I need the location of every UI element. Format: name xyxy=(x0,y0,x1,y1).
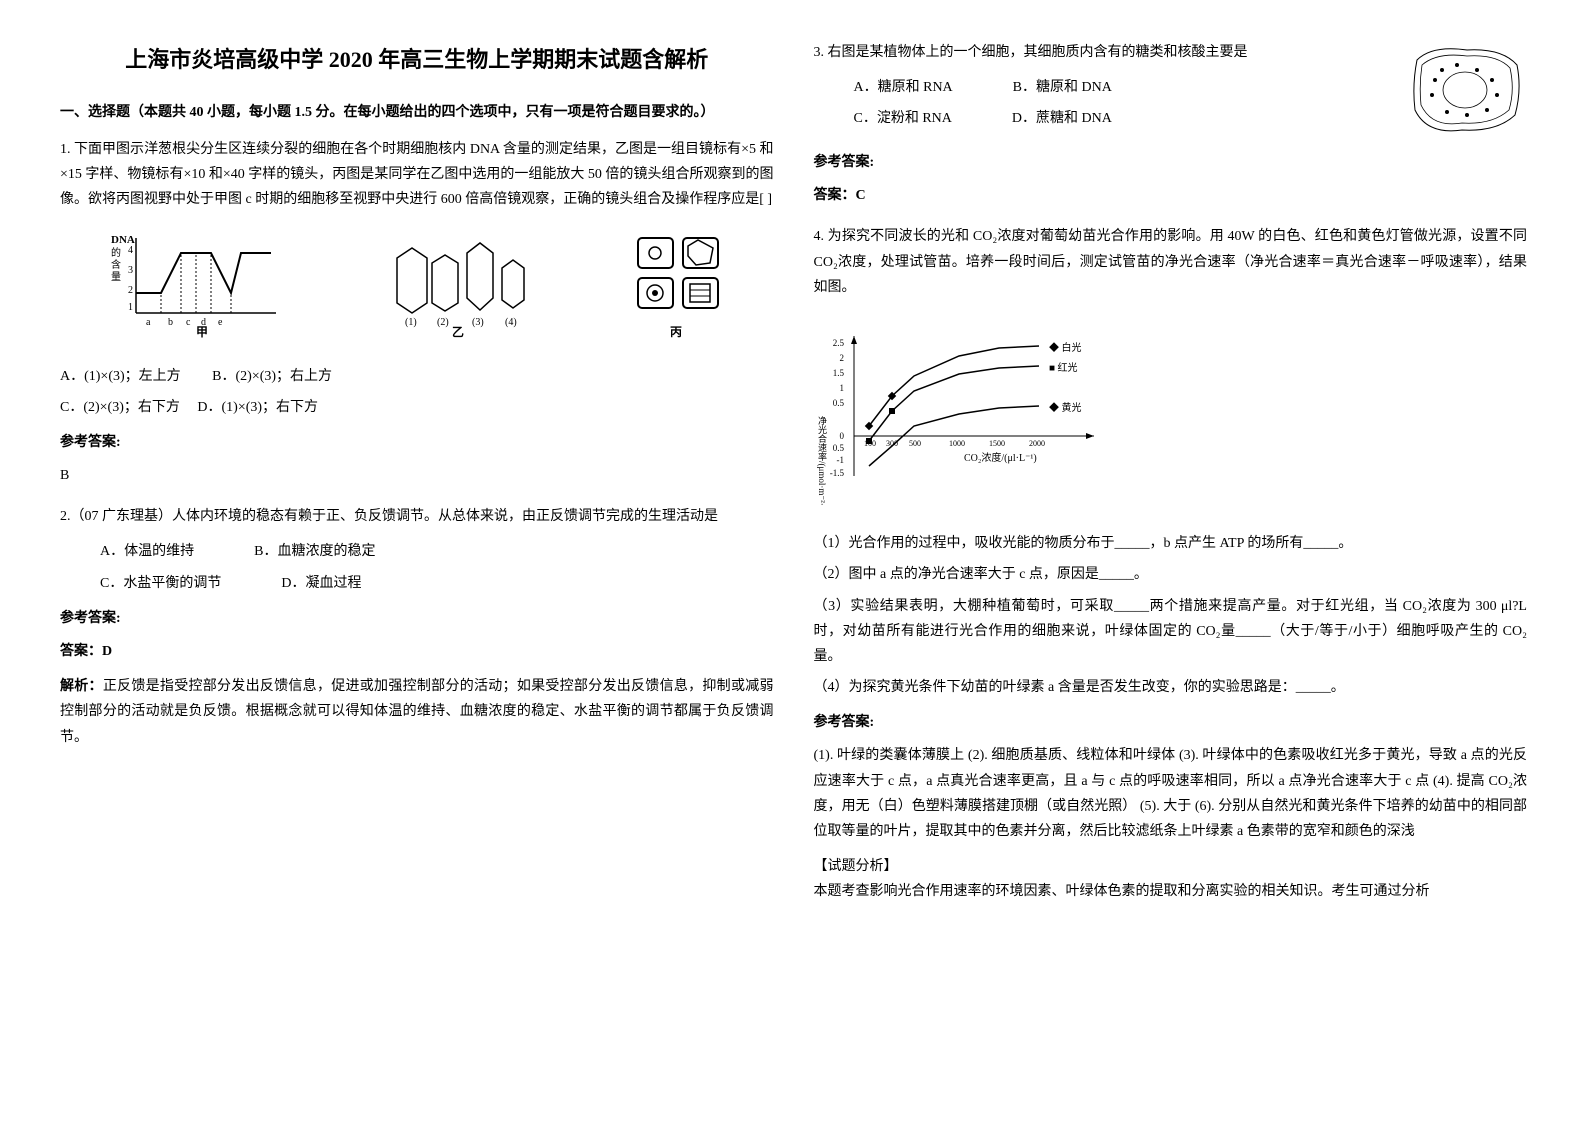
q3-answer: 答案：C xyxy=(814,183,1528,208)
q3-answer-prefix: 答案： xyxy=(814,188,856,203)
svg-text:c: c xyxy=(186,317,191,328)
svg-text:(2): (2) xyxy=(437,317,449,328)
q2-opt-c: C．水盐平衡的调节 xyxy=(100,571,221,596)
q1-answer: B xyxy=(60,463,774,488)
q1-options-cd: C．(2)×(3)；右下方 D．(1)×(3)；右下方 xyxy=(60,395,774,420)
q2-opt-a: A．体温的维持 xyxy=(100,539,194,564)
q3-opt-d: D．蔗糖和 DNA xyxy=(1012,106,1112,131)
svg-text:1: 1 xyxy=(128,302,133,313)
svg-text:-1: -1 xyxy=(836,455,844,465)
q2-text: 2.（07 广东理基）人体内环境的稳态有赖于正、负反馈调节。从总体来说，由正反馈… xyxy=(60,504,774,529)
svg-text:丙: 丙 xyxy=(670,325,682,338)
dna-y-label2: 的 xyxy=(111,246,121,259)
q2-answer-prefix: 答案： xyxy=(60,644,102,659)
page-title: 上海市炎培高级中学 2020 年高三生物上学期期末试题含解析 xyxy=(60,40,774,80)
svg-text:2: 2 xyxy=(128,285,133,296)
q2-explanation: 解析：正反馈是指受控部分发出反馈信息，促进或加强控制部分的活动；如果受控部分发出… xyxy=(60,674,774,750)
microscope-view: 丙 xyxy=(628,228,728,338)
q1-options-ab: A．(1)×(3)；左上方 B．(2)×(3)；右上方 xyxy=(60,364,774,389)
question-3: 3. 右图是某植物体上的一个细胞，其细胞质内含有的糖类和核酸主要是 A．糖原和 … xyxy=(814,40,1528,208)
cell-image xyxy=(1407,40,1527,140)
q2-options-row1: A．体温的维持 B．血糖浓度的稳定 xyxy=(100,539,774,564)
q4-chart: 2.5 2 1.5 1 0.5 0 0.5 -1 -1.5 100 300 50… xyxy=(814,326,1134,506)
svg-text:(4): (4) xyxy=(505,317,517,328)
q1-opt-a: A．(1)×(3)；左上方 xyxy=(60,369,181,384)
svg-text:b: b xyxy=(168,317,173,328)
svg-text:3: 3 xyxy=(128,265,133,276)
q4-analysis: 本题考查影响光合作用速率的环境因素、叶绿体色素的提取和分离实验的相关知识。考生可… xyxy=(814,879,1528,904)
q2-answer-label: 参考答案: xyxy=(60,606,774,631)
section-header: 一、选择题（本题共 40 小题，每小题 1.5 分。在每小题给出的四个选项中，只… xyxy=(60,100,774,125)
q1-text: 1. 下面甲图示洋葱根尖分生区连续分裂的细胞在各个时期细胞核内 DNA 含量的测… xyxy=(60,137,774,213)
q4-sub4: （4）为探究黄光条件下幼苗的叶绿素 a 含量是否发生改变，你的实验思路是：___… xyxy=(814,675,1528,700)
q1-figures: DNA 的 含 量 4 3 2 1 xyxy=(60,228,774,347)
q4-text: 4. 为探究不同波长的光和 CO₂浓度对葡萄幼苗光合作用的影响。用 40W 的白… xyxy=(814,224,1528,300)
q1-opt-b: B．(2)×(3)；右上方 xyxy=(212,369,332,384)
q2-opt-b: B．血糖浓度的稳定 xyxy=(254,539,375,564)
question-4: 4. 为探究不同波长的光和 CO₂浓度对葡萄幼苗光合作用的影响。用 40W 的白… xyxy=(814,224,1528,904)
q3-options-row2: C．淀粉和 RNA D．蔗糖和 DNA xyxy=(854,106,1398,131)
svg-text:1000: 1000 xyxy=(949,439,965,448)
q3-opt-b: B．糖原和 DNA xyxy=(1013,75,1112,100)
dna-chart-container: DNA 的 含 量 4 3 2 1 xyxy=(106,228,286,347)
q4-sub1: （1）光合作用的过程中，吸收光能的物质分布于_____，b 点产生 ATP 的场… xyxy=(814,531,1528,556)
svg-text:2: 2 xyxy=(839,353,844,363)
q2-answer: 答案：D xyxy=(60,639,774,664)
svg-text:甲: 甲 xyxy=(196,325,208,338)
q2-options-row2: C．水盐平衡的调节 D．凝血过程 xyxy=(100,571,774,596)
microscope-view-container: 丙 xyxy=(628,228,728,347)
q2-explain-prefix: 解析： xyxy=(60,679,103,694)
lens-diagram: (1) (2) (3) (4) 乙 xyxy=(377,228,537,338)
svg-text:1: 1 xyxy=(839,383,844,393)
svg-text:◆ 白光: ◆ 白光 xyxy=(1049,341,1082,354)
q3-opt-a: A．糖原和 RNA xyxy=(854,75,953,100)
svg-text:-1.5: -1.5 xyxy=(829,468,844,478)
svg-text:净光合速率/(μmol·m⁻²·s⁻¹): 净光合速率/(μmol·m⁻²·s⁻¹) xyxy=(817,415,827,506)
right-column: 3. 右图是某植物体上的一个细胞，其细胞质内含有的糖类和核酸主要是 A．糖原和 … xyxy=(814,40,1528,921)
svg-text:CO₂浓度/(μl·L⁻¹): CO₂浓度/(μl·L⁻¹) xyxy=(964,451,1037,464)
svg-text:1.5: 1.5 xyxy=(832,368,844,378)
q3-opt-c: C．淀粉和 RNA xyxy=(854,106,952,131)
q3-options-row1: A．糖原和 RNA B．糖原和 DNA xyxy=(854,75,1398,100)
q1-opt-d: D．(1)×(3)；右下方 xyxy=(197,400,318,415)
svg-text:0.5: 0.5 xyxy=(832,398,844,408)
lens-diagram-container: (1) (2) (3) (4) 乙 xyxy=(377,228,537,347)
left-column: 上海市炎培高级中学 2020 年高三生物上学期期末试题含解析 一、选择题（本题共… xyxy=(60,40,774,921)
q3-answer-label: 参考答案: xyxy=(814,150,1528,175)
svg-text:■ 红光: ■ 红光 xyxy=(1049,361,1078,374)
q2-opt-d: D．凝血过程 xyxy=(281,571,361,596)
q4-answer-label: 参考答案: xyxy=(814,710,1528,735)
svg-text:(3): (3) xyxy=(472,317,484,328)
q4-analysis-head: 【试题分析】 xyxy=(814,854,1528,879)
svg-text:2000: 2000 xyxy=(1029,439,1045,448)
q4-sub3: （3）实验结果表明，大棚种植葡萄时，可采取_____两个措施来提高产量。对于红光… xyxy=(814,594,1528,670)
q4-sub2: （2）图中 a 点的净光合速率大于 c 点，原因是_____。 xyxy=(814,562,1528,587)
svg-text:◆ 黄光: ◆ 黄光 xyxy=(1049,401,1082,414)
q4-answer-text: (1). 叶绿的类囊体薄膜上 (2). 细胞质基质、线粒体和叶绿体 (3). 叶… xyxy=(814,743,1528,844)
svg-text:乙: 乙 xyxy=(452,325,464,338)
question-2: 2.（07 广东理基）人体内环境的稳态有赖于正、负反馈调节。从总体来说，由正反馈… xyxy=(60,504,774,750)
svg-text:0: 0 xyxy=(839,431,844,441)
svg-text:a: a xyxy=(146,317,151,328)
dna-chart: DNA 的 含 量 4 3 2 1 xyxy=(106,228,286,338)
q3-answer-val: C xyxy=(856,188,866,203)
svg-text:1500: 1500 xyxy=(989,439,1005,448)
svg-text:2.5: 2.5 xyxy=(832,338,844,348)
q2-answer-val: D xyxy=(102,644,112,659)
svg-text:(1): (1) xyxy=(405,317,417,328)
svg-text:500: 500 xyxy=(909,439,921,448)
svg-text:0.5: 0.5 xyxy=(832,443,844,453)
q2-explain-text: 正反馈是指受控部分发出反馈信息，促进或加强控制部分的活动；如果受控部分发出反馈信… xyxy=(60,679,774,744)
question-1: 1. 下面甲图示洋葱根尖分生区连续分裂的细胞在各个时期细胞核内 DNA 含量的测… xyxy=(60,137,774,489)
dna-y-label3: 含 xyxy=(111,258,121,271)
q1-answer-label: 参考答案: xyxy=(60,430,774,455)
svg-text:e: e xyxy=(218,317,223,328)
dna-y-label4: 量 xyxy=(111,271,121,283)
q1-opt-c: C．(2)×(3)；右下方 xyxy=(60,400,180,415)
svg-text:4: 4 xyxy=(128,245,133,256)
